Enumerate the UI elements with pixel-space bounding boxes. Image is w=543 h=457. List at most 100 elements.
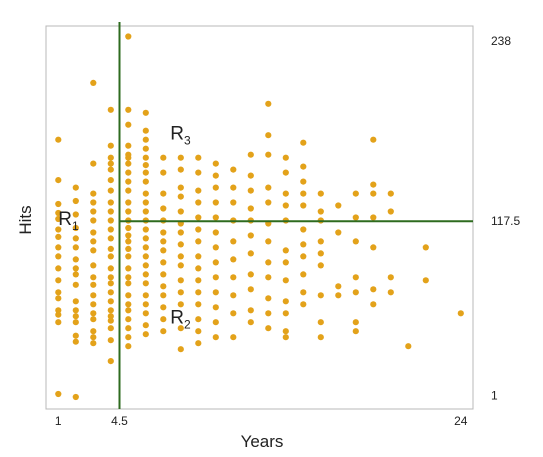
data-point xyxy=(90,247,97,254)
data-point xyxy=(107,307,114,314)
data-point xyxy=(317,292,324,299)
plot-frame xyxy=(45,25,474,410)
data-point xyxy=(72,319,79,326)
data-point xyxy=(195,328,202,335)
data-point xyxy=(282,259,289,266)
data-point xyxy=(90,229,97,236)
data-point xyxy=(125,301,132,308)
data-point xyxy=(177,193,184,200)
data-point xyxy=(195,253,202,260)
data-point xyxy=(107,253,114,260)
data-point xyxy=(177,208,184,215)
y-tick-label: 1 xyxy=(491,389,498,403)
data-point xyxy=(125,265,132,272)
data-point xyxy=(72,265,79,272)
data-point xyxy=(300,178,307,185)
x-axis-label: Years xyxy=(241,432,284,451)
data-point xyxy=(300,271,307,278)
data-point xyxy=(195,154,202,161)
data-point xyxy=(55,295,62,302)
data-point xyxy=(230,256,237,263)
data-point xyxy=(265,274,272,281)
data-point xyxy=(317,190,324,197)
data-point xyxy=(317,250,324,257)
data-point xyxy=(90,238,97,245)
data-point xyxy=(125,33,132,40)
data-point xyxy=(90,281,97,288)
data-point xyxy=(90,190,97,197)
data-point xyxy=(247,187,254,194)
y-tick-label: 117.5 xyxy=(491,214,520,228)
data-point xyxy=(212,334,219,341)
data-point xyxy=(370,181,377,188)
region-label: R2 xyxy=(170,308,191,332)
data-point xyxy=(230,238,237,245)
data-point xyxy=(142,169,149,176)
data-point xyxy=(125,121,132,128)
data-point xyxy=(125,232,132,239)
data-point xyxy=(142,199,149,206)
data-point xyxy=(107,265,114,272)
data-point xyxy=(107,274,114,281)
data-point xyxy=(195,301,202,308)
region-label: R3 xyxy=(170,124,191,148)
data-point xyxy=(55,136,62,143)
data-point xyxy=(177,184,184,191)
data-point xyxy=(195,238,202,245)
data-point xyxy=(177,346,184,353)
data-point xyxy=(125,142,132,149)
data-point xyxy=(125,280,132,287)
data-point xyxy=(125,238,132,245)
data-point xyxy=(142,310,149,317)
data-point xyxy=(72,307,79,314)
data-point xyxy=(107,358,114,365)
data-point xyxy=(457,310,464,317)
data-point xyxy=(107,154,114,161)
data-point xyxy=(282,310,289,317)
data-point xyxy=(387,289,394,296)
data-point xyxy=(300,139,307,146)
data-point xyxy=(107,160,114,167)
points-layer xyxy=(55,33,464,401)
data-point xyxy=(90,262,97,269)
data-point xyxy=(160,229,167,236)
data-point xyxy=(90,274,97,281)
data-point xyxy=(72,244,79,251)
data-point xyxy=(107,166,114,173)
data-point xyxy=(370,301,377,308)
data-point xyxy=(160,328,167,335)
data-point xyxy=(265,199,272,206)
data-point xyxy=(72,298,79,305)
data-point xyxy=(195,277,202,284)
data-point xyxy=(212,229,219,236)
data-point xyxy=(55,307,62,314)
data-point xyxy=(72,235,79,242)
data-point xyxy=(212,274,219,281)
data-point xyxy=(125,292,132,299)
data-point xyxy=(142,178,149,185)
data-point xyxy=(55,277,62,284)
data-point xyxy=(107,187,114,194)
data-point xyxy=(387,274,394,281)
data-point xyxy=(55,265,62,272)
data-point xyxy=(282,202,289,209)
data-point xyxy=(177,301,184,308)
data-point xyxy=(265,100,272,107)
data-point xyxy=(247,232,254,239)
data-point xyxy=(90,292,97,299)
data-point xyxy=(335,292,342,299)
data-point xyxy=(55,215,62,223)
data-point xyxy=(160,259,167,266)
data-point xyxy=(55,177,62,184)
data-point xyxy=(90,328,97,335)
data-point xyxy=(247,319,254,326)
data-point xyxy=(125,154,132,161)
data-point xyxy=(107,280,114,287)
data-point xyxy=(177,325,184,332)
data-point xyxy=(125,199,132,206)
data-point xyxy=(300,241,307,248)
data-point xyxy=(352,274,359,281)
data-point xyxy=(125,169,132,176)
y-axis-ticks: 238 117.5 1 xyxy=(491,34,520,403)
